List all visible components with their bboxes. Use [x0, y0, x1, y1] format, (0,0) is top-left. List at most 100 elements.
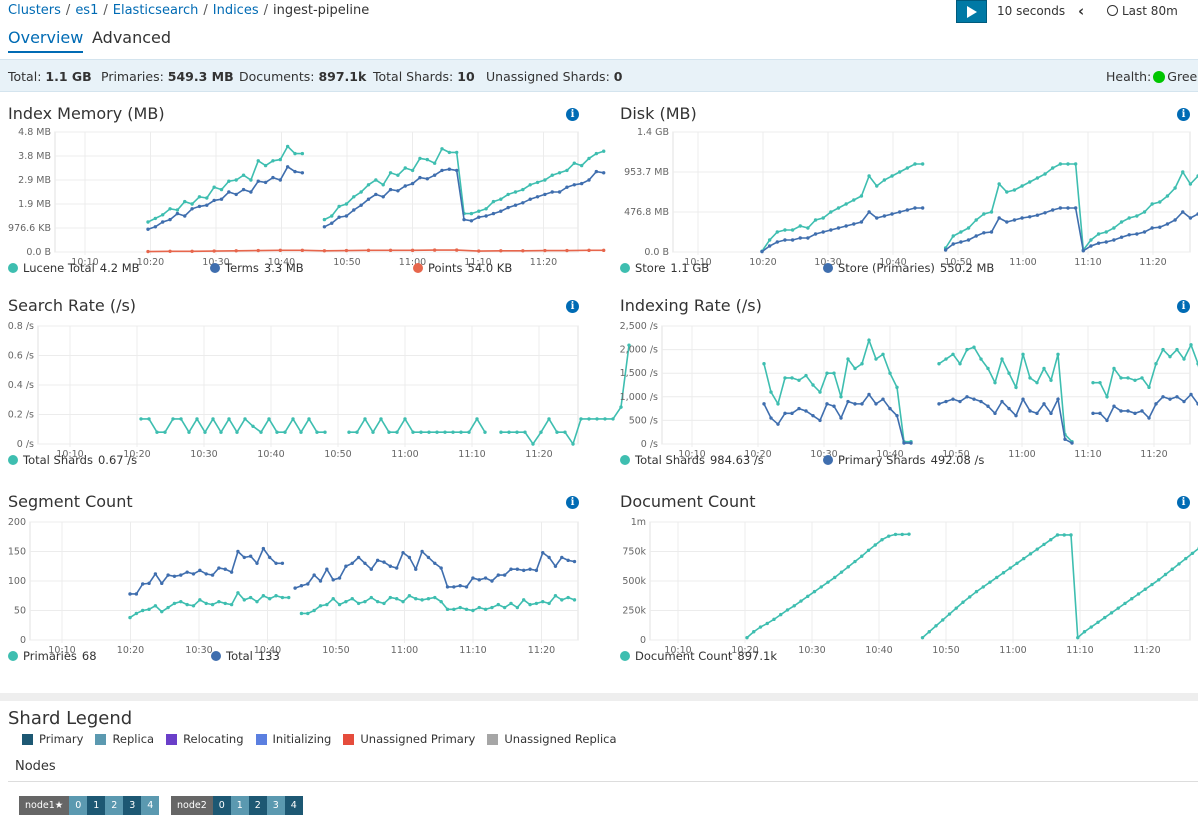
- data-point-store-primaries: [920, 206, 925, 210]
- tab-advanced[interactable]: Advanced: [92, 28, 172, 47]
- data-point-primary-shards: [979, 399, 983, 404]
- x-tick-label: 10:30: [202, 257, 229, 268]
- data-point-points: [432, 248, 437, 252]
- data-point-primary-shards: [1035, 411, 1039, 416]
- x-tick-label: 10:30: [814, 257, 841, 268]
- series-line-document-count: [746, 533, 910, 639]
- info-icon[interactable]: i: [566, 496, 579, 509]
- series-line-primary-shards: [763, 393, 911, 444]
- data-point-store-primaries: [1181, 210, 1185, 214]
- legend-item-total-shards[interactable]: Total Shards 984.63 /s: [620, 453, 764, 467]
- document-count-panel: Document Count i 0 250k 500k 750k 1m 10:10 10:20…: [620, 492, 1198, 682]
- series-line-total: [130, 546, 283, 595]
- data-point-terms: [330, 221, 334, 225]
- play-button[interactable]: [956, 0, 987, 23]
- breadcrumb-es1[interactable]: es1: [75, 3, 99, 18]
- shard-primary[interactable]: 1: [87, 796, 106, 815]
- data-point-primaries: [382, 601, 386, 606]
- data-point-lucene-total: [322, 217, 327, 222]
- data-point-total-shards: [547, 417, 551, 421]
- summary-bar: Total: 1.1 GB Primaries: 549.3 MB Docume…: [0, 59, 1198, 92]
- y-tick-label: 0: [20, 635, 26, 646]
- data-point-total: [248, 554, 253, 558]
- shard-replica[interactable]: 1: [230, 796, 249, 815]
- breadcrumb-clusters[interactable]: Clusters: [8, 3, 61, 18]
- data-point-primaries: [471, 608, 475, 613]
- breadcrumb-elasticsearch[interactable]: Elasticsearch: [112, 3, 199, 18]
- legend-item-lucene-total[interactable]: Lucene Total 4.2 MB: [8, 261, 140, 275]
- data-point-total-shards: [403, 417, 407, 421]
- data-point-terms: [161, 220, 165, 224]
- shard-primary[interactable]: 2: [248, 796, 267, 815]
- y-tick-label: 1,500 /s: [620, 368, 658, 379]
- data-point-document-count: [954, 606, 958, 610]
- data-point-total: [242, 555, 246, 560]
- data-point-total: [553, 564, 558, 568]
- data-point-lucene-total: [587, 156, 591, 161]
- data-point-terms: [381, 195, 385, 199]
- shard-replica[interactable]: 0: [69, 796, 88, 815]
- shard-legend-swatch: [343, 733, 355, 745]
- shard-legend-item-unassigned-replica: Unassigned Replica: [487, 732, 617, 746]
- info-icon[interactable]: i: [1177, 496, 1190, 509]
- shard-primary[interactable]: 4: [284, 796, 303, 815]
- legend-item-primaries[interactable]: Primaries 68: [8, 649, 97, 663]
- summary-total-value: 1.1 GB: [45, 69, 92, 84]
- legend-item-total[interactable]: Total 133: [211, 649, 280, 663]
- y-tick-label: 0.2 /s: [8, 410, 34, 421]
- shard-legend-item-initializing: Initializing: [255, 732, 331, 746]
- data-point-store: [890, 174, 894, 178]
- data-point-store: [1127, 216, 1131, 220]
- shard-replica[interactable]: 3: [266, 796, 285, 815]
- data-point-document-count: [1163, 572, 1168, 577]
- data-point-store-primaries: [1096, 241, 1101, 245]
- shard-replica[interactable]: 2: [105, 796, 124, 815]
- clock-icon: [1107, 5, 1118, 16]
- data-point-terms: [440, 168, 444, 173]
- node-name[interactable]: node1★: [19, 796, 70, 815]
- legend-item-primary-shards[interactable]: Primary Shards 492.08 /s: [823, 453, 984, 467]
- data-point-lucene-total: [455, 150, 459, 155]
- data-point-primary-shards: [986, 404, 990, 408]
- data-point-store: [1104, 230, 1108, 234]
- data-point-total-shards: [371, 430, 375, 434]
- shard-legend-label: Relocating: [183, 732, 244, 746]
- legend-item-document-count[interactable]: Document Count 897.1k: [620, 649, 777, 663]
- data-point-primary-shards: [1105, 418, 1109, 423]
- info-icon[interactable]: i: [1177, 108, 1190, 121]
- shard-primary[interactable]: 0: [212, 796, 231, 815]
- shard-replica[interactable]: 4: [141, 796, 160, 815]
- data-point-lucene-total: [330, 214, 334, 218]
- legend-item-total-shards[interactable]: Total Shards 0.67 /s: [8, 453, 137, 467]
- shard-primary[interactable]: 3: [123, 796, 142, 815]
- index-memory-chart: 0.0 B 976.6 KB 1.9 MB 2.9 MB 3.8 MB 4.8 MB 10:…: [8, 127, 606, 268]
- breadcrumb: Clusters / es1 / Elasticsearch / Indices / inges…: [8, 3, 369, 18]
- info-icon[interactable]: i: [566, 108, 579, 121]
- node-node1: node1★ 0 1 2 3 4: [19, 796, 160, 815]
- node-name[interactable]: node2: [171, 796, 213, 815]
- legend-item-store[interactable]: Store 1.1 GB: [620, 261, 709, 275]
- info-icon[interactable]: i: [1177, 300, 1190, 313]
- data-point-total: [496, 573, 500, 577]
- legend-item-points[interactable]: Points 54.0 KB: [413, 261, 512, 275]
- breadcrumb-indices[interactable]: Indices: [212, 3, 259, 18]
- info-icon[interactable]: i: [566, 300, 579, 313]
- legend-item-terms[interactable]: Terms 3.3 MB: [210, 261, 304, 275]
- data-point-total-shards: [147, 417, 151, 421]
- chevron-left-icon[interactable]: ‹: [1078, 2, 1085, 20]
- data-point-total-shards: [531, 442, 535, 446]
- data-point-primary-shards: [944, 399, 948, 404]
- tab-overview[interactable]: Overview: [8, 28, 84, 53]
- time-range-picker[interactable]: Last 80m: [1107, 4, 1178, 18]
- data-point-terms: [374, 192, 378, 197]
- legend-label: Total Shards: [23, 453, 93, 467]
- data-point-primaries: [407, 594, 412, 598]
- refresh-interval[interactable]: 10 seconds: [997, 4, 1066, 18]
- data-point-total-shards: [267, 417, 271, 421]
- series-line-total: [294, 550, 575, 589]
- data-point-lucene-total: [359, 190, 363, 194]
- x-tick-label: 11:20: [1133, 645, 1160, 656]
- indexing-rate-title: Indexing Rate (/s): [620, 296, 762, 315]
- legend-item-store-primaries[interactable]: Store (Primaries) 550.2 MB: [823, 261, 994, 275]
- data-point-points: [521, 249, 525, 253]
